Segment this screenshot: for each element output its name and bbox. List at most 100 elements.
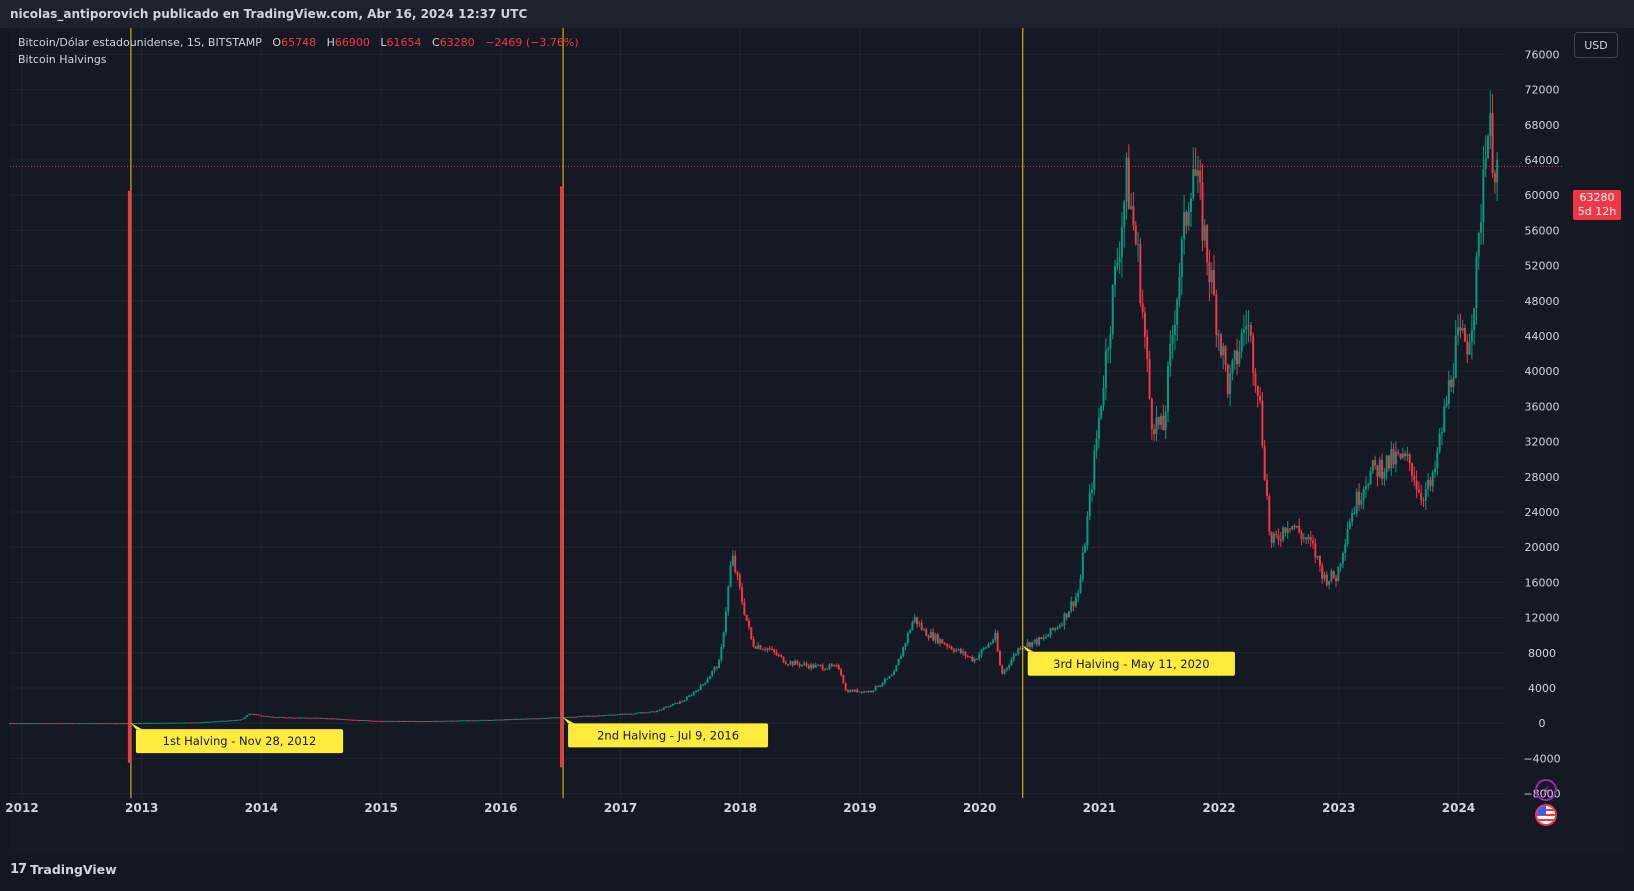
candle-body <box>1477 232 1480 257</box>
candle-body <box>690 695 693 697</box>
candle-body <box>467 720 470 722</box>
candle-body <box>52 723 55 725</box>
candle-body <box>651 711 654 713</box>
candle-body <box>1003 669 1006 674</box>
candle-body <box>439 720 442 722</box>
candle-body <box>490 719 493 721</box>
candle-body <box>1272 533 1275 543</box>
candle-body <box>708 675 711 680</box>
candle-body <box>188 722 191 724</box>
candle-body <box>720 646 723 660</box>
indicator-name[interactable]: Bitcoin Halvings <box>18 53 107 66</box>
candle-body <box>163 722 166 724</box>
candle-body <box>1065 613 1068 618</box>
candle-body <box>1491 113 1494 174</box>
candle-body <box>1466 341 1469 355</box>
candle-body <box>36 723 39 725</box>
candle-body <box>743 602 746 615</box>
candle-body <box>761 649 764 651</box>
candle-body <box>393 720 396 722</box>
candle-body <box>545 717 548 719</box>
candle-body <box>582 715 585 717</box>
candle-body <box>1123 201 1126 228</box>
y-tick-label: 12000 <box>1525 612 1560 625</box>
candle-body <box>1316 556 1319 558</box>
candle-body <box>1051 627 1054 630</box>
candle-body <box>1459 327 1462 331</box>
candle-body <box>771 649 774 651</box>
candle-body <box>833 665 836 667</box>
candle-body <box>186 722 189 724</box>
candle-body <box>1028 642 1031 647</box>
us-flag-icon[interactable] <box>1535 804 1557 826</box>
candle-body <box>556 717 559 719</box>
candle-body <box>515 718 518 720</box>
candle-body <box>48 723 51 725</box>
candle-body <box>365 720 368 722</box>
symbol-line[interactable]: Bitcoin/Dólar estadounidense, 1S, BITSTA… <box>18 36 262 49</box>
candle-body <box>959 649 962 653</box>
candle-body <box>1328 580 1331 585</box>
candle-body <box>356 719 359 721</box>
candle-body <box>200 722 203 724</box>
candle-body <box>927 635 930 638</box>
candle-body <box>934 634 937 641</box>
candle-body <box>916 617 919 625</box>
candle-body <box>1493 173 1496 183</box>
candle-body <box>1219 334 1222 356</box>
candle-body <box>1436 451 1439 469</box>
candle-body <box>736 571 739 575</box>
candle-body <box>796 660 799 664</box>
candle-body <box>1318 556 1321 566</box>
halving-label-text: 1st Halving - Nov 28, 2012 <box>163 734 317 748</box>
currency-button[interactable]: USD <box>1574 32 1618 58</box>
candle-body <box>1489 113 1492 137</box>
candle-body <box>1387 455 1390 469</box>
candlestick-chart[interactable]: 76000 72000 68000 64000 60000 56000 52000 48000… <box>0 0 1634 854</box>
candle-body <box>1180 239 1183 278</box>
candle-body <box>1420 492 1423 501</box>
candle-body <box>529 718 532 720</box>
candle-body <box>1367 484 1370 487</box>
candle-body <box>497 719 500 721</box>
candle-body <box>1369 471 1372 485</box>
candle-body <box>308 717 311 719</box>
candle-body <box>1429 479 1432 487</box>
candle-body <box>706 679 709 683</box>
candle-body <box>1038 637 1041 645</box>
candle-body <box>1404 453 1407 457</box>
flash-icon[interactable]: ⚡ <box>1535 779 1557 801</box>
candle-body <box>589 715 592 717</box>
tradingview-brand[interactable]: 𝟭𝟳 TradingView <box>10 862 117 877</box>
candle-body <box>1033 639 1036 642</box>
candle-body <box>881 683 884 686</box>
candle-body <box>248 713 251 716</box>
candle-body <box>1265 479 1268 497</box>
candle-body <box>646 712 649 714</box>
candle-body <box>179 722 182 724</box>
candle-body <box>1185 211 1188 226</box>
candle-body <box>441 720 444 722</box>
candle-body <box>154 722 157 724</box>
candle-body <box>945 644 948 647</box>
candle-body <box>817 664 820 666</box>
candle-body <box>1049 627 1052 636</box>
chart-area[interactable] <box>10 28 1624 854</box>
candle-body <box>607 714 610 716</box>
candle-body <box>94 723 97 725</box>
candle-body <box>126 723 129 725</box>
candle-body <box>1160 415 1163 425</box>
candle-body <box>853 689 856 692</box>
candle-body <box>1277 535 1280 540</box>
change-value: −2469 (−3.76%) <box>485 36 579 49</box>
candle-body <box>692 692 695 696</box>
candle-body <box>952 649 955 652</box>
candle-body <box>536 718 539 720</box>
candle-body <box>430 720 433 722</box>
candle-body <box>941 639 944 644</box>
candle-body <box>292 717 295 719</box>
candle-body <box>457 720 460 722</box>
candle-body <box>271 716 274 718</box>
candle-body <box>840 669 843 675</box>
candle-body <box>1058 625 1061 628</box>
